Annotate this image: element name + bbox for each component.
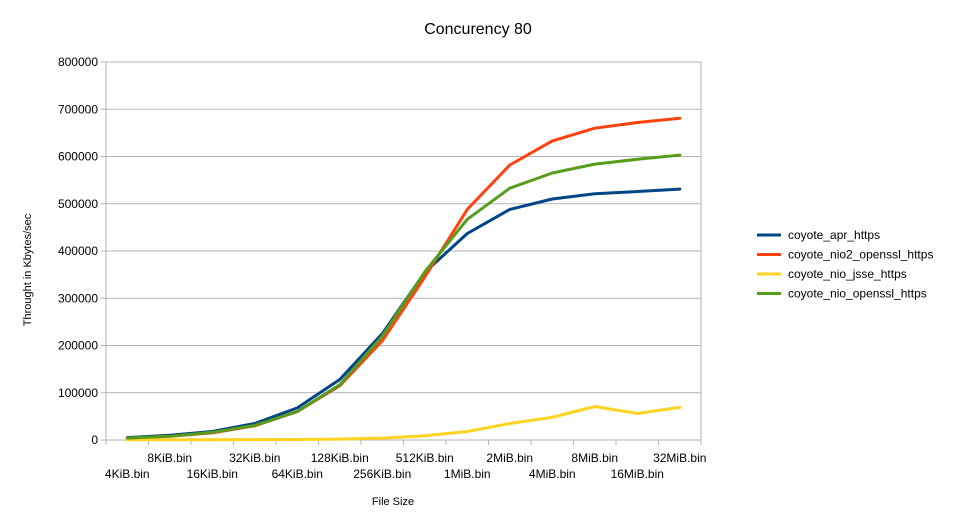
x-tick-label: 4KiB.bin [105,467,150,481]
legend-label: coyote_apr_https [788,228,880,242]
legend-label: coyote_nio_jsse_https [788,267,907,281]
x-tick-label: 8KiB.bin [147,451,192,465]
y-tick-label: 500000 [58,197,98,211]
y-tick-label: 800000 [58,55,98,69]
x-tick-label: 16MiB.bin [611,467,664,481]
chart-title: Concurency 80 [424,21,532,38]
y-tick-label: 600000 [58,150,98,164]
y-tick-label: 400000 [58,244,98,258]
legend-label: coyote_nio2_openssl_https [788,248,933,262]
x-tick-label: 2MiB.bin [486,451,533,465]
y-tick-label: 300000 [58,291,98,305]
y-tick-label: 200000 [58,339,98,353]
y-axis-ticks: 0 100000 200000 300000 400000 500000 600000 700… [58,55,98,447]
series-line-coyote-nio2-openssl-https [125,116,682,441]
x-tick-label: 32MiB.bin [653,451,706,465]
legend-label: coyote_nio_openssl_https [788,287,927,301]
y-tick-label: 0 [91,433,98,447]
series-line-coyote-nio-openssl-https [125,153,682,440]
series-line-coyote-nio-jsse-https [125,405,682,442]
x-tick-label: 256KiB.bin [353,467,411,481]
x-tick-label: 4MiB.bin [529,467,576,481]
x-tick-label: 512KiB.bin [396,451,454,465]
series-lines [125,116,682,442]
legend: coyote_apr_https coyote_nio2_openssl_http… [757,228,933,301]
x-tick-label: 8MiB.bin [571,451,618,465]
x-axis-label: File Size [372,496,414,508]
x-tick-label: 64KiB.bin [272,467,323,481]
y-tick-label: 700000 [58,102,98,116]
y-axis-label: Throught in Kbytes/sec [22,213,34,326]
x-tick-label: 128KiB.bin [311,451,369,465]
y-tick-label: 100000 [58,386,98,400]
x-tick-label: 1MiB.bin [444,467,491,481]
x-tick-label: 16KiB.bin [187,467,238,481]
x-tick-label: 32KiB.bin [229,451,280,465]
grid-lines [101,61,701,441]
series-line-coyote-apr-https [125,187,682,440]
x-axis-ticks: 4KiB.bin 8KiB.bin 16KiB.bin 32KiB.bin 64KiB.… [105,440,706,481]
